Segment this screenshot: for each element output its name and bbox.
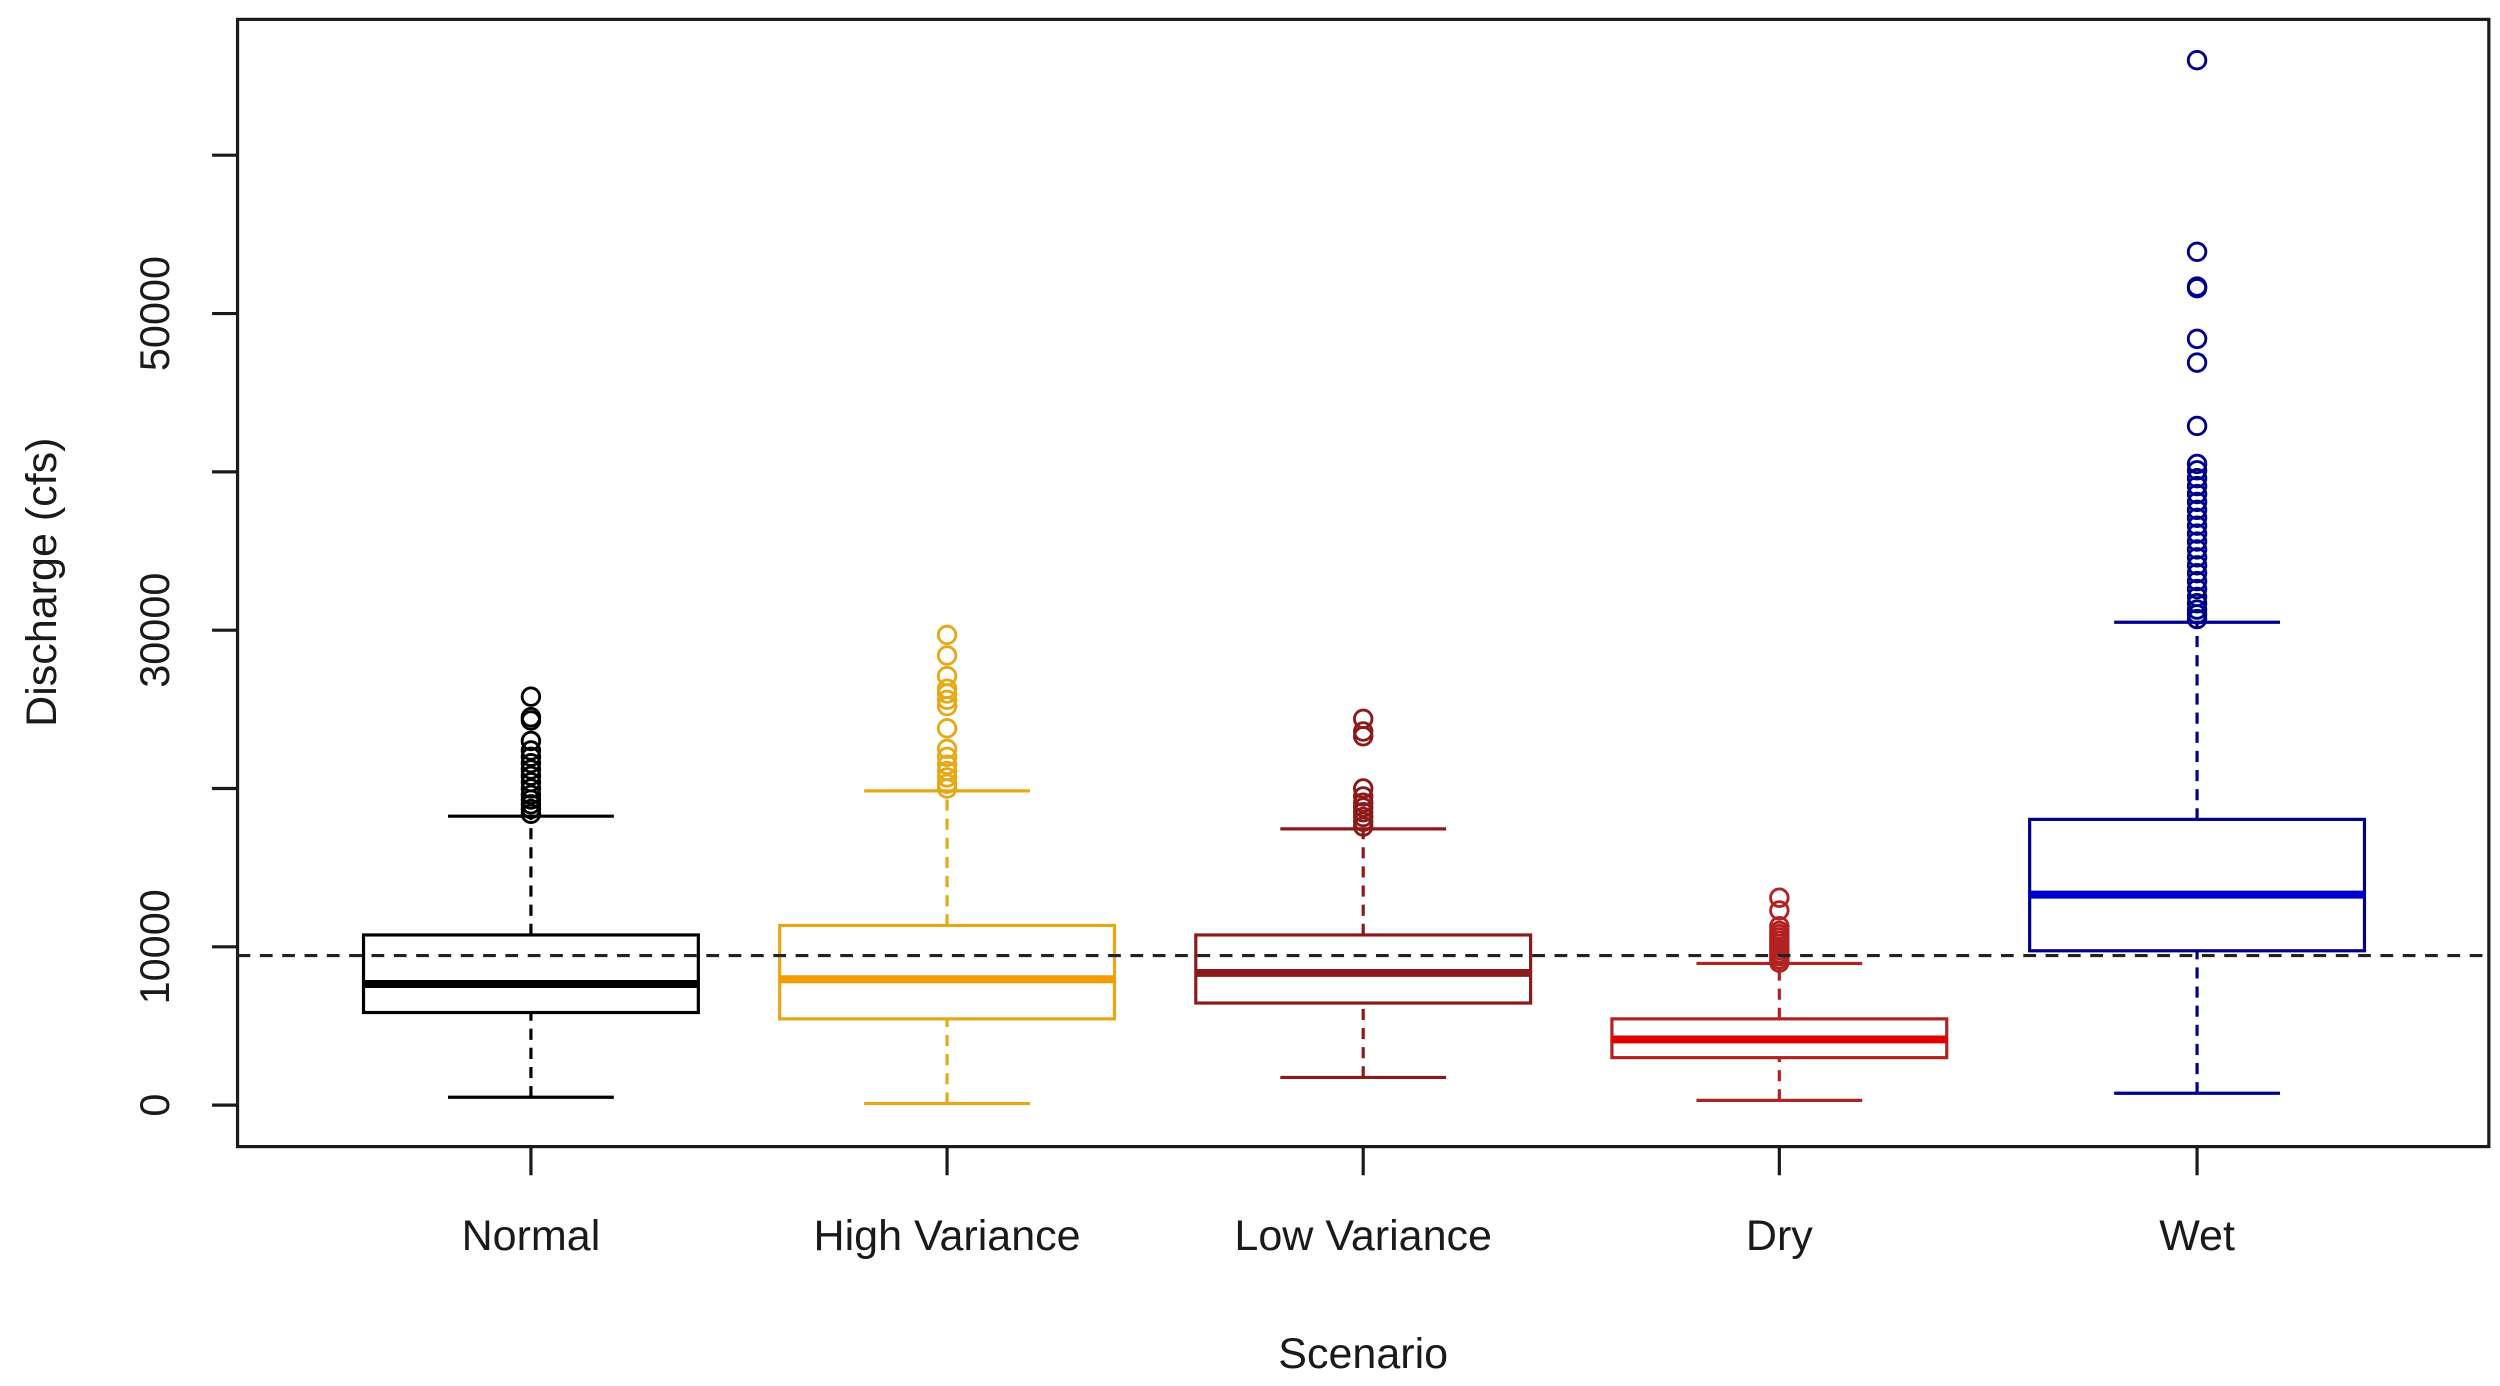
outlier-point <box>520 686 542 707</box>
outlier-point <box>2186 460 2208 481</box>
outlier-point <box>520 746 542 768</box>
outlier-point <box>1352 786 1374 807</box>
y-tick-label: 0 <box>131 1094 178 1117</box>
outlier-point <box>2186 599 2208 620</box>
outlier-point <box>2186 328 2208 350</box>
outlier-point <box>2186 475 2208 497</box>
outlier-point <box>936 773 958 794</box>
box-high-variance <box>778 624 1117 1106</box>
box-low-variance <box>1194 708 1533 1080</box>
x-tick-label: Wet <box>2159 1212 2235 1260</box>
outlier-point <box>2186 586 2208 608</box>
x-tick-label: Low Variance <box>1234 1212 1492 1260</box>
outlier-point <box>2186 499 2208 521</box>
outlier-point <box>936 645 958 666</box>
y-axis: 0 10000 30000 50000 <box>131 153 238 1117</box>
x-tick-label: Normal <box>462 1212 601 1260</box>
outlier-point <box>2186 593 2208 614</box>
boxes <box>361 50 2367 1106</box>
outlier-point <box>2186 483 2208 505</box>
iqr-box <box>778 923 1117 1021</box>
y-tick-label: 50000 <box>131 256 178 371</box>
outlier-point <box>2186 523 2208 544</box>
outlier-point <box>520 759 542 780</box>
outlier-point <box>2186 241 2208 262</box>
outlier-point <box>2186 415 2208 437</box>
outlier-point <box>520 707 542 728</box>
outlier-point <box>2186 515 2208 536</box>
outlier-point <box>2186 531 2208 552</box>
y-axis-label: Discharge (cfs) <box>18 438 66 727</box>
outlier-point <box>2186 547 2208 568</box>
x-axis: Normal High Variance Low Variance Dry Wet <box>462 1146 2235 1260</box>
outlier-point <box>520 784 542 806</box>
iqr-box <box>2028 817 2367 953</box>
outlier-point <box>2186 562 2208 584</box>
box-dry <box>1610 887 1949 1102</box>
outlier-point <box>520 778 542 799</box>
outlier-point <box>936 678 958 699</box>
iqr-box <box>361 933 700 1015</box>
outlier-point <box>1352 792 1374 813</box>
outlier-point <box>936 746 958 768</box>
outlier-point <box>936 718 958 739</box>
outlier-point <box>2186 570 2208 592</box>
outlier-point <box>1769 900 1790 921</box>
box-normal <box>361 686 700 1099</box>
outlier-point <box>936 754 958 775</box>
x-tick-label: High Variance <box>814 1212 1081 1260</box>
outlier-point <box>936 624 958 646</box>
outlier-point <box>1352 778 1374 799</box>
outlier-point <box>2186 507 2208 528</box>
outlier-point <box>1352 721 1374 742</box>
outlier-point <box>520 740 542 761</box>
x-tick-label: Dry <box>1746 1212 1813 1260</box>
outlier-point <box>936 738 958 760</box>
outlier-point <box>520 730 542 752</box>
outlier-point <box>2186 539 2208 560</box>
outlier-point <box>936 767 958 788</box>
outlier-point <box>520 771 542 793</box>
y-tick-label: 10000 <box>131 889 178 1004</box>
outlier-point <box>1769 916 1790 937</box>
outlier-point <box>520 765 542 787</box>
outlier-point <box>936 689 958 711</box>
outlier-point <box>2186 453 2208 475</box>
outlier-point <box>2186 467 2208 489</box>
x-axis-label: Scenario <box>1278 1330 1448 1378</box>
outlier-point <box>2186 50 2208 71</box>
outlier-point <box>2186 491 2208 513</box>
outlier-point <box>936 760 958 782</box>
y-tick-label: 30000 <box>131 573 178 688</box>
outlier-point <box>2186 276 2208 297</box>
outlier-point <box>520 752 542 774</box>
box-wet <box>2028 50 2367 1095</box>
outlier-point <box>2186 352 2208 373</box>
outlier-point <box>2186 555 2208 576</box>
outlier-point <box>1352 708 1374 730</box>
outlier-point <box>2186 578 2208 600</box>
outlier-point <box>1769 887 1790 908</box>
outlier-point <box>936 665 958 687</box>
